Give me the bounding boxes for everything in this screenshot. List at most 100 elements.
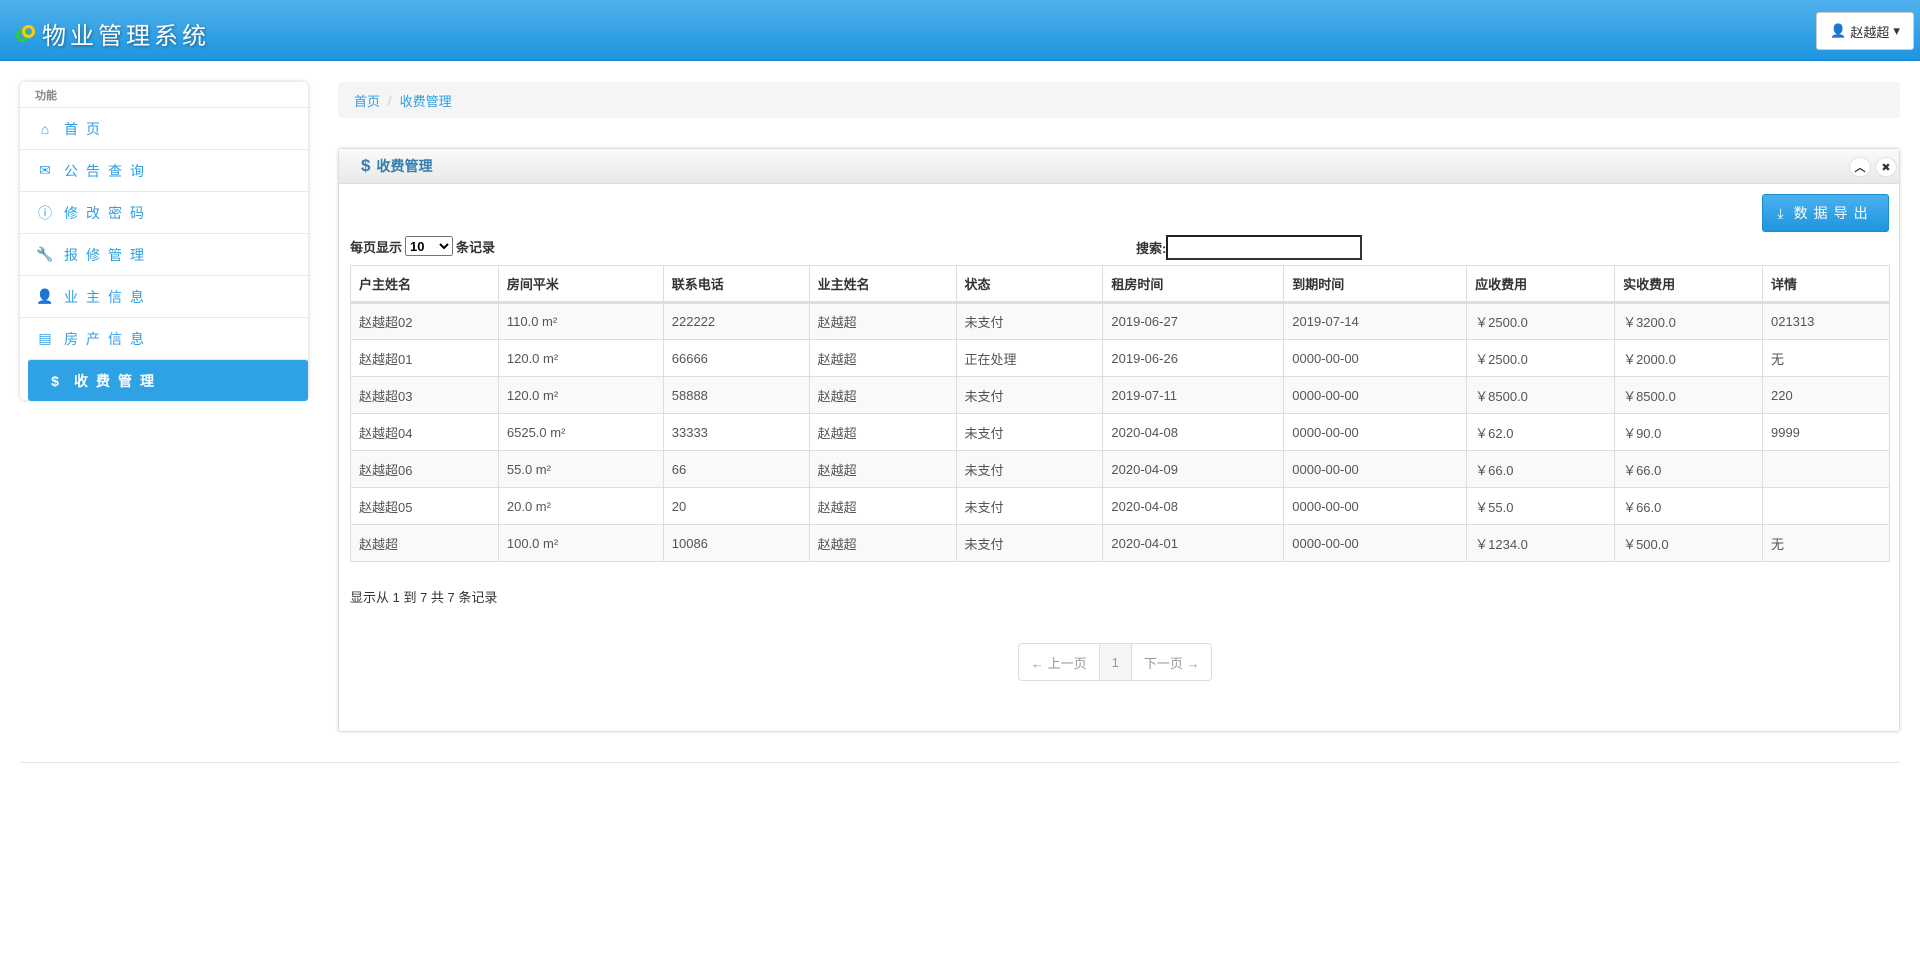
next-page-button[interactable]: 下一页 → [1130,644,1212,680]
column-header[interactable]: 户主姓名 [350,265,499,304]
sidebar-item-label: 公告查询 [64,162,152,179]
prev-page-button[interactable]: ← 上一页 [1031,655,1087,671]
table-cell [1761,450,1891,488]
sidebar-item-repairs[interactable]: 🔧 报修管理 [20,233,308,275]
table-cell: 021313 [1761,302,1891,340]
sidebar-item-password[interactable]: ⓘ 修改密码 [20,191,308,233]
table-cell: 100.0 m² [497,524,664,562]
column-header[interactable]: 房间平米 [497,265,664,304]
table-row: 赵越超01 120.0 m² 66666 赵越超 正在处理 2019-06-26 0000-… [350,339,1891,377]
dollar-icon: $ [361,156,371,175]
breadcrumb-home[interactable]: 首页 [354,93,381,109]
column-header[interactable]: 实收费用 [1614,265,1763,304]
app-title: 物业管理系统 [42,22,210,50]
table-cell: 0000-00-00 [1283,450,1468,488]
page-size-control: 每页显示 10 条记录 [350,236,495,256]
info-icon: ⓘ [38,204,52,221]
envelope-icon: ✉ [39,162,51,178]
footer-divider [20,762,1900,763]
table-cell: 2019-07-14 [1283,302,1468,340]
top-header: 物业管理系统 👤 赵越超 ▾ [0,0,1920,61]
panel-header: $ 收费管理 ︿ ✖ [339,149,1899,184]
table-cell: ￥66.0 [1614,487,1763,525]
wrench-icon: 🔧 [36,246,54,262]
table-cell: 0000-00-00 [1283,524,1468,562]
column-header[interactable]: 状态 [955,265,1104,304]
table-cell: 120.0 m² [497,376,664,414]
table-cell: 赵越超06 [350,450,499,488]
table-cell: 赵越超 [808,339,957,377]
column-header[interactable]: 到期时间 [1283,265,1468,304]
table-cell: 66 [662,450,810,488]
column-header[interactable]: 联系电话 [662,265,810,304]
table-row: 赵越超02 110.0 m² 222222 赵越超 未支付 2019-06-27 2019-… [350,302,1891,340]
column-header[interactable]: 租房时间 [1102,265,1285,304]
sidebar-item-property[interactable]: ▤ 房产信息 [20,317,308,359]
table-cell: 2019-07-11 [1102,376,1285,414]
sidebar-item-home[interactable]: ⌂ 首页 [20,107,308,149]
table-cell: 2019-06-26 [1102,339,1285,377]
list-icon: ▤ [38,330,52,346]
table-cell: 赵越超05 [350,487,499,525]
table-cell: 220 [1761,376,1891,414]
table-cell: 20.0 m² [497,487,664,525]
table-cell: 0000-00-00 [1283,339,1468,377]
table-cell: 2020-04-08 [1102,487,1285,525]
search-input[interactable] [1166,235,1363,260]
table-row: 赵越超03 120.0 m² 58888 赵越超 未支付 2019-07-11 0000-0… [350,376,1891,414]
search-label: 搜索: [1136,241,1167,256]
breadcrumb-separator: / [388,92,392,108]
table-cell: 赵越超 [808,487,957,525]
table-header-row: 户主姓名 房间平米 联系电话 业主姓名 状态 租房时间 到期时间 应收费用 实收费用 详情 [350,265,1891,304]
table-cell: 赵越超02 [350,302,499,340]
close-icon[interactable]: ✖ [1875,157,1897,177]
table-cell: 无 [1761,339,1891,377]
table-cell: ￥8500.0 [1466,376,1616,414]
table-cell: 正在处理 [955,339,1104,377]
table-cell: 赵越超01 [350,339,499,377]
sidebar-item-notices[interactable]: ✉ 公告查询 [20,149,308,191]
table-cell: ￥1234.0 [1466,524,1616,562]
page-1-button[interactable]: 1 [1098,644,1131,680]
table-cell: ￥2000.0 [1614,339,1763,377]
dollar-icon: $ [51,372,59,389]
sidebar: 功能 ⌂ 首页 ✉ 公告查询 ⓘ 修改密码 🔧 报修管理 👤 业主信息 ▤ 房产信息 $ 收费… [20,82,308,401]
column-header[interactable]: 应收费用 [1466,265,1616,304]
sidebar-title: 功能 [35,90,57,102]
sidebar-item-label: 报修管理 [64,246,152,263]
table-cell: 55.0 m² [497,450,664,488]
sidebar-item-owners[interactable]: 👤 业主信息 [20,275,308,317]
page-size-select[interactable]: 10 [405,236,454,256]
sidebar-item-label: 首页 [64,120,108,137]
table-cell: 未支付 [955,524,1104,562]
table-cell: 110.0 m² [497,302,664,340]
table-cell: 120.0 m² [497,339,664,377]
table-cell: 未支付 [955,302,1104,340]
table-cell: 赵越超04 [350,413,499,451]
table-cell: ￥62.0 [1466,413,1616,451]
page-size-prefix: 每页显示 [350,239,403,255]
table-cell: ￥2500.0 [1466,339,1616,377]
user-name: 赵越超 [1850,24,1890,40]
breadcrumb: 首页 / 收费管理 [338,82,1900,118]
table-cell: 10086 [662,524,810,562]
table-row: 赵越超06 55.0 m² 66 赵越超 未支付 2020-04-09 0000-00-00… [350,450,1891,488]
table-info: 显示从 1 到 7 共 7 条记录 [350,590,498,605]
table-cell: 赵越超 [808,450,957,488]
breadcrumb-current: 收费管理 [399,93,452,109]
table-cell: 2019-06-27 [1102,302,1285,340]
column-header[interactable]: 业主姓名 [808,265,957,304]
export-data-button[interactable]: ⤓ 数据导出 [1762,194,1889,232]
collapse-icon[interactable]: ︿ [1849,157,1871,177]
user-menu-button[interactable]: 👤 赵越超 ▾ [1816,12,1914,50]
table-cell [1761,487,1891,525]
column-header[interactable]: 详情 [1761,265,1891,304]
sidebar-item-fees[interactable]: $ 收费管理 [28,359,308,401]
table-cell: ￥500.0 [1614,524,1763,562]
table-cell: ￥2500.0 [1466,302,1616,340]
page-size-suffix: 条记录 [456,239,496,255]
table-cell: 6525.0 m² [497,413,664,451]
table-cell: 赵越超 [808,524,957,562]
table-cell: 赵越超 [808,302,957,340]
table-cell: 未支付 [955,413,1104,451]
